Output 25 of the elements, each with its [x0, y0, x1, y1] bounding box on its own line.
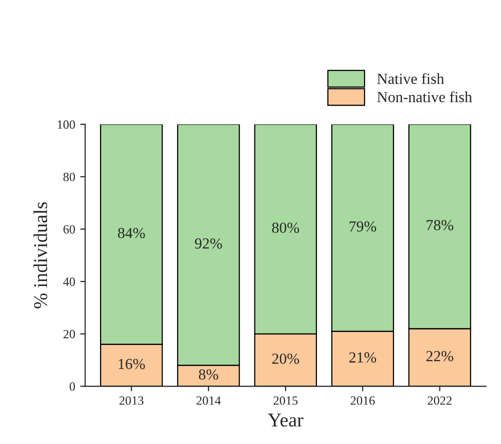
y-tick-label: 80: [63, 172, 75, 182]
data-label: 78%: [426, 220, 454, 230]
x-tick-label: 2022: [428, 396, 452, 405]
legend-label: Non-native fish: [377, 91, 472, 102]
y-axis-title: % individuals: [34, 202, 48, 308]
x-tick-label: 2015: [274, 396, 298, 405]
data-label: 21%: [349, 352, 376, 363]
data-label: 22%: [426, 350, 454, 362]
x-tick-label: 2016: [350, 396, 375, 405]
x-tick-label: 2014: [196, 396, 221, 405]
y-tick-label: 20: [63, 330, 75, 338]
data-label: 79%: [350, 221, 376, 232]
y-tick-label: 0: [70, 382, 75, 391]
y-tick-label: 40: [63, 278, 75, 286]
data-label: 20%: [272, 354, 300, 364]
x-tick-label: 2013: [119, 396, 144, 405]
y-tick-label: 60: [63, 225, 75, 234]
x-axis-title: Year: [268, 414, 304, 427]
data-label: 92%: [194, 238, 222, 249]
data-label: 8%: [198, 369, 218, 380]
legend-label: Native fish: [377, 73, 444, 84]
data-label: 80%: [272, 222, 300, 233]
y-tick-label: 100: [58, 120, 75, 129]
data-label: 84%: [118, 228, 145, 238]
data-label: 16%: [118, 358, 145, 370]
